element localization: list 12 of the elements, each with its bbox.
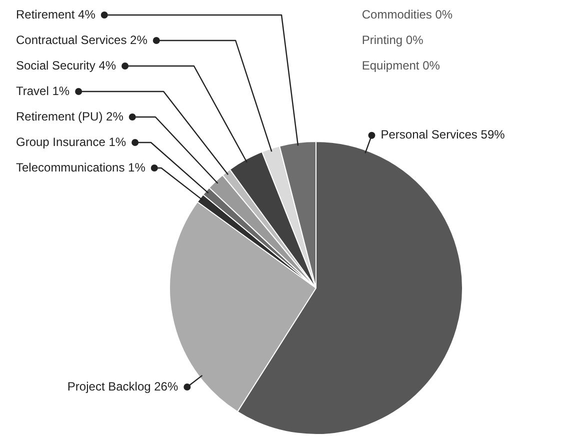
slice-label: Social Security 4% <box>16 58 116 72</box>
category-label: Printing 0% <box>362 32 424 47</box>
slice-label: Contractual Services 2% <box>16 32 148 47</box>
legend-label: Telecommunications 1% <box>16 160 146 174</box>
slice-label: Retirement 4% <box>16 7 96 22</box>
category-label: Equipment 0% <box>362 58 440 72</box>
slice-label: Retirement (PU) 2% <box>16 109 124 124</box>
slice-label: Personal Services 59% <box>380 128 506 142</box>
category-label: Commodities 0% <box>362 7 453 22</box>
slice-label: Travel 1% <box>16 84 70 98</box>
slice-label: Project Backlog 26% <box>67 379 178 394</box>
slice-label: Group Insurance 1% <box>16 134 126 149</box>
